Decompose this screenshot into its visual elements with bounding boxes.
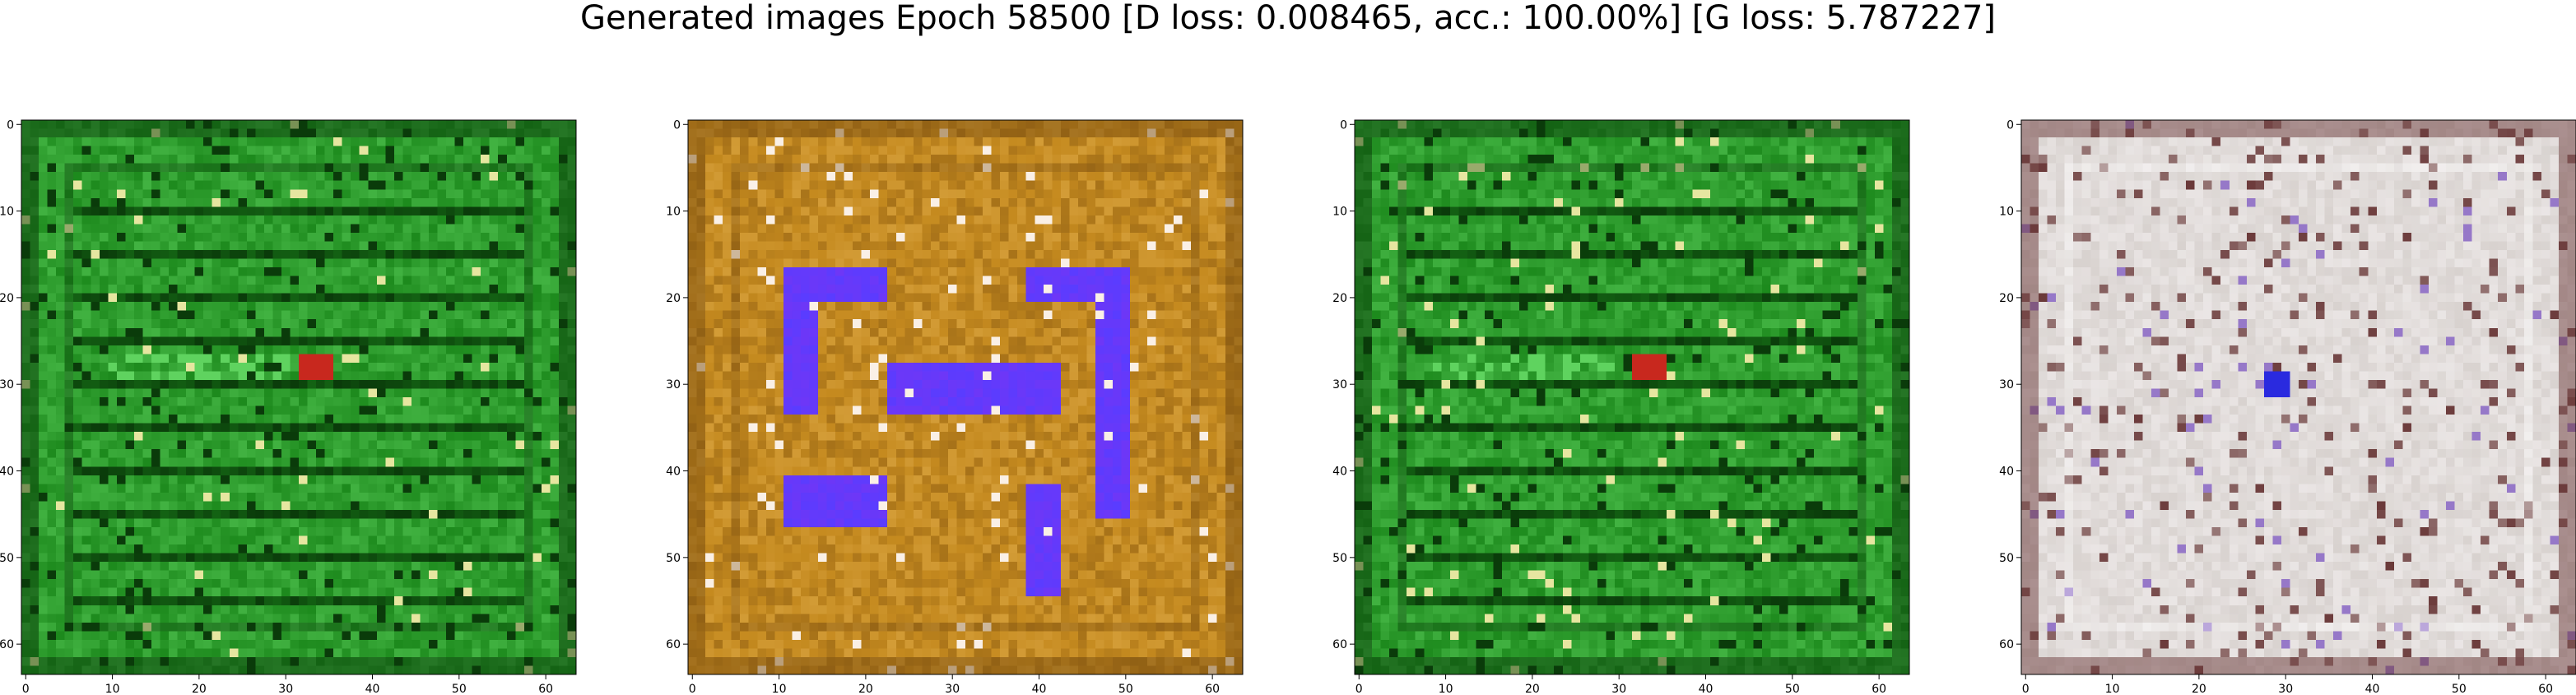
x-tick-label: 50 xyxy=(452,683,467,695)
x-tick-label: 10 xyxy=(2105,683,2120,695)
x-tick-label: 40 xyxy=(1032,683,1047,695)
y-tick-label: 30 xyxy=(1332,378,1347,392)
x-tick-label: 30 xyxy=(945,683,960,695)
x-tick-label: 20 xyxy=(2192,683,2206,695)
x-tick-label: 60 xyxy=(1872,683,1886,695)
y-tick-label: 50 xyxy=(1332,552,1347,565)
x-tick-label: 10 xyxy=(105,683,120,695)
panel-image xyxy=(2021,120,2576,674)
y-tick-label: 0 xyxy=(7,118,14,132)
x-tick-label: 30 xyxy=(1611,683,1626,695)
panel-2: 0 10 20 30 40 50 60 0 10 20 30 40 50 60 xyxy=(666,118,1244,695)
panel-3: 0 10 20 30 40 50 60 0 10 20 30 40 50 60 xyxy=(1332,118,1910,695)
y-tick-label: 10 xyxy=(1999,206,2014,219)
y-tick-label: 0 xyxy=(1340,118,1347,132)
y-tick-label: 0 xyxy=(2006,118,2014,132)
y-tick-label: 10 xyxy=(666,206,681,219)
panel-frame xyxy=(1354,119,1910,675)
x-tick-label: 60 xyxy=(1205,683,1220,695)
x-tick-label: 20 xyxy=(858,683,873,695)
x-tick-label: 60 xyxy=(2538,683,2553,695)
x-tick-label: 30 xyxy=(278,683,293,695)
y-tick-label: 20 xyxy=(1332,292,1347,305)
x-tick-label: 10 xyxy=(772,683,787,695)
y-tick-label: 50 xyxy=(1999,552,2014,565)
y-tick-label: 10 xyxy=(1332,206,1347,219)
panel-1: 0 10 20 30 40 50 60 0 10 20 30 40 50 60 xyxy=(0,118,577,695)
y-tick-label: 40 xyxy=(666,466,681,479)
y-tick-label: 30 xyxy=(666,378,681,392)
y-tick-label: 0 xyxy=(673,118,681,132)
y-tick-label: 10 xyxy=(0,206,14,219)
y-tick-label: 30 xyxy=(0,378,14,392)
panel-image xyxy=(688,120,1243,674)
panel-4: 0 10 20 30 40 50 60 0 10 20 30 40 50 60 xyxy=(1999,118,2576,695)
x-tick-label: 0 xyxy=(1355,683,1363,695)
y-tick-label: 20 xyxy=(0,292,14,305)
panel-frame xyxy=(21,119,577,675)
y-tick-label: 20 xyxy=(1999,292,2014,305)
x-tick-label: 50 xyxy=(1118,683,1133,695)
panel-frame xyxy=(687,119,1244,675)
x-tick-label: 20 xyxy=(1525,683,1540,695)
x-tick-label: 50 xyxy=(2452,683,2467,695)
x-tick-label: 30 xyxy=(2278,683,2293,695)
y-tick-label: 60 xyxy=(1332,638,1347,651)
y-tick-label: 60 xyxy=(1999,638,2014,651)
x-tick-label: 40 xyxy=(365,683,380,695)
y-tick-label: 60 xyxy=(666,638,681,651)
y-tick-label: 40 xyxy=(0,466,14,479)
y-tick-label: 50 xyxy=(666,552,681,565)
x-tick-label: 0 xyxy=(689,683,696,695)
y-tick-label: 60 xyxy=(0,638,14,651)
x-tick-label: 60 xyxy=(538,683,553,695)
panel-frame xyxy=(2020,119,2576,675)
x-tick-label: 10 xyxy=(1439,683,1453,695)
y-tick-label: 30 xyxy=(1999,378,2014,392)
x-tick-label: 20 xyxy=(192,683,207,695)
panel-image xyxy=(1355,120,1909,674)
x-tick-label: 0 xyxy=(2022,683,2030,695)
figure-title: Generated images Epoch 58500 [D loss: 0.… xyxy=(579,0,1997,37)
x-tick-label: 40 xyxy=(1699,683,1713,695)
y-tick-label: 50 xyxy=(0,552,14,565)
y-tick-label: 40 xyxy=(1999,466,2014,479)
x-tick-label: 50 xyxy=(1785,683,1800,695)
x-tick-label: 40 xyxy=(2365,683,2380,695)
y-tick-label: 20 xyxy=(666,292,681,305)
y-tick-label: 40 xyxy=(1332,466,1347,479)
panel-image xyxy=(21,120,576,674)
x-tick-label: 0 xyxy=(22,683,30,695)
